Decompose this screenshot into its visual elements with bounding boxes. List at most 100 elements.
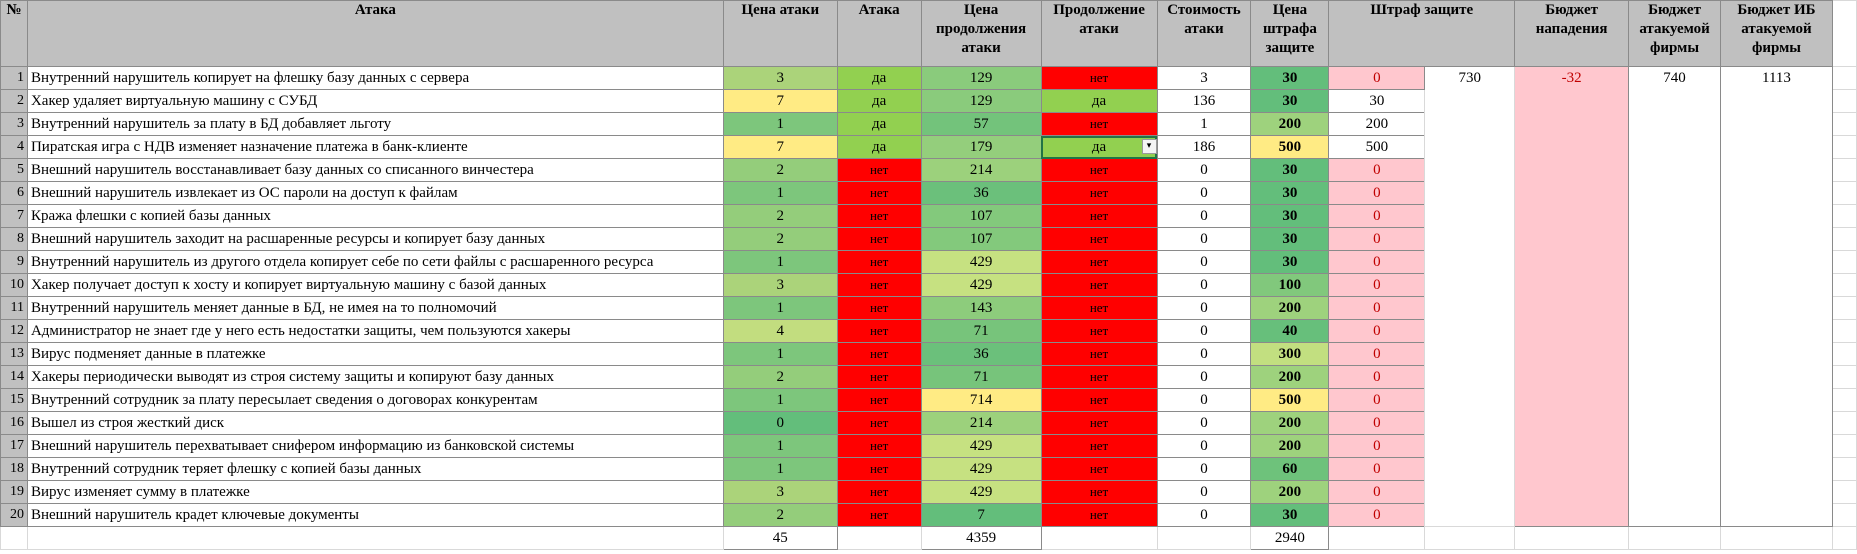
penalty-cell[interactable]: 0	[1328, 411, 1426, 435]
attack-cost-cell[interactable]: 0	[1156, 181, 1252, 205]
attack-name-cell[interactable]: Хакер получает доступ к хосту и копирует…	[26, 273, 724, 297]
continue-flag-cell[interactable]: нет	[1040, 112, 1158, 136]
penalty-cell[interactable]: 0	[1328, 457, 1426, 481]
row-number[interactable]: 12	[0, 319, 28, 343]
penalty-cell[interactable]: 0	[1328, 480, 1426, 504]
penalty-price-cell[interactable]: 60	[1250, 457, 1330, 481]
row-number[interactable]: 7	[0, 204, 28, 228]
attack-flag-cell[interactable]: нет	[836, 204, 922, 228]
continue-price-cell[interactable]: 36	[920, 342, 1042, 366]
header-attack-cost[interactable]: Стоимость атаки	[1156, 0, 1252, 67]
attack-cost-cell[interactable]: 0	[1156, 503, 1252, 527]
row-number[interactable]: 13	[0, 342, 28, 366]
attack-flag-cell[interactable]: нет	[836, 158, 922, 182]
attack-flag-cell[interactable]: да	[836, 112, 922, 136]
attack-name-cell[interactable]: Хакер удаляет виртуальную машину с СУБД	[26, 89, 724, 113]
penalty-price-cell[interactable]: 30	[1250, 158, 1330, 182]
header-budget-attacked[interactable]: Бюджет атакуемой фирмы	[1628, 0, 1722, 67]
continue-flag-cell[interactable]: нет	[1040, 66, 1158, 90]
totals-num-cell[interactable]	[0, 526, 28, 550]
row-number[interactable]: 9	[0, 250, 28, 274]
attack-cost-cell[interactable]: 0	[1156, 342, 1252, 366]
continue-flag-cell-selected[interactable]: да ▾	[1040, 135, 1158, 159]
row-number[interactable]: 19	[0, 480, 28, 504]
header-attack[interactable]: Атака	[26, 0, 724, 67]
empty-cell[interactable]	[1831, 204, 1857, 228]
continue-flag-cell[interactable]: нет	[1040, 480, 1158, 504]
attack-price-cell[interactable]: 1	[722, 342, 838, 366]
totals-empty-cell[interactable]	[1720, 526, 1833, 550]
attack-name-cell[interactable]: Внешний нарушитель извлекает из ОС парол…	[26, 181, 724, 205]
totals-empty-cell[interactable]	[1514, 526, 1630, 550]
penalty-cell[interactable]: 0	[1328, 388, 1426, 412]
attack-flag-cell[interactable]: да	[836, 89, 922, 113]
empty-cell[interactable]	[1831, 158, 1857, 182]
continue-flag-cell[interactable]: нет	[1040, 457, 1158, 481]
continue-flag-cell[interactable]: нет	[1040, 158, 1158, 182]
empty-header-cell[interactable]	[1831, 0, 1857, 67]
attack-cost-cell[interactable]: 0	[1156, 158, 1252, 182]
attack-price-cell[interactable]: 4	[722, 319, 838, 343]
penalty-cell[interactable]: 500	[1328, 135, 1426, 159]
empty-cell[interactable]	[1831, 319, 1857, 343]
attack-cost-cell[interactable]: 0	[1156, 434, 1252, 458]
empty-cell[interactable]	[1831, 112, 1857, 136]
header-attack-price[interactable]: Цена атаки	[722, 0, 838, 67]
empty-cell[interactable]	[1831, 457, 1857, 481]
attack-flag-cell[interactable]: нет	[836, 503, 922, 527]
continue-flag-cell[interactable]: да	[1040, 89, 1158, 113]
empty-cell[interactable]	[1831, 411, 1857, 435]
totals-name-cell[interactable]	[26, 526, 724, 550]
penalty-cell[interactable]: 30	[1328, 89, 1426, 113]
empty-cell[interactable]	[1831, 250, 1857, 274]
attack-name-cell[interactable]: Вирус подменяет данные в платежке	[26, 342, 724, 366]
attack-cost-cell[interactable]: 0	[1156, 250, 1252, 274]
continue-price-cell[interactable]: 71	[920, 319, 1042, 343]
continue-price-cell[interactable]: 129	[920, 66, 1042, 90]
empty-cell[interactable]	[1831, 434, 1857, 458]
attack-price-cell[interactable]: 0	[722, 411, 838, 435]
continue-flag-cell[interactable]: нет	[1040, 204, 1158, 228]
penalty-cell[interactable]: 0	[1328, 273, 1426, 297]
row-number[interactable]: 20	[0, 503, 28, 527]
row-number[interactable]: 17	[0, 434, 28, 458]
penalty-cell[interactable]: 0	[1328, 342, 1426, 366]
penalty-price-cell[interactable]: 30	[1250, 66, 1330, 90]
header-attack-yes[interactable]: Атака	[836, 0, 922, 67]
continue-flag-cell[interactable]: нет	[1040, 503, 1158, 527]
header-budget-is[interactable]: Бюджет ИБ атакуемой фирмы	[1720, 0, 1833, 67]
continue-price-cell[interactable]: 714	[920, 388, 1042, 412]
continue-price-cell[interactable]: 57	[920, 112, 1042, 136]
header-continue-price[interactable]: Цена продолжения атаки	[920, 0, 1042, 67]
totals-empty-cell[interactable]	[1424, 526, 1516, 550]
total-attack-price[interactable]: 45	[722, 526, 838, 550]
continue-price-cell[interactable]: 107	[920, 227, 1042, 251]
attack-price-cell[interactable]: 1	[722, 112, 838, 136]
attack-cost-cell[interactable]: 0	[1156, 273, 1252, 297]
header-num[interactable]: №	[0, 0, 28, 67]
attack-name-cell[interactable]: Вирус изменяет сумму в платежке	[26, 480, 724, 504]
attack-cost-cell[interactable]: 0	[1156, 457, 1252, 481]
attack-price-cell[interactable]: 2	[722, 158, 838, 182]
penalty-price-cell[interactable]: 500	[1250, 135, 1330, 159]
attack-price-cell[interactable]: 1	[722, 388, 838, 412]
attack-cost-cell[interactable]: 0	[1156, 319, 1252, 343]
continue-price-cell[interactable]: 129	[920, 89, 1042, 113]
attack-flag-cell[interactable]: да	[836, 135, 922, 159]
penalty-cell[interactable]: 0	[1328, 250, 1426, 274]
penalty-cell[interactable]: 200	[1328, 112, 1426, 136]
header-continue[interactable]: Продолжение атаки	[1040, 0, 1158, 67]
empty-cell[interactable]	[1831, 480, 1857, 504]
continue-flag-cell[interactable]: нет	[1040, 411, 1158, 435]
penalty-price-cell[interactable]: 40	[1250, 319, 1330, 343]
budget-attack-cell[interactable]: -32	[1514, 66, 1630, 527]
attack-flag-cell[interactable]: нет	[836, 365, 922, 389]
penalty-cell[interactable]: 0	[1328, 365, 1426, 389]
attack-flag-cell[interactable]: нет	[836, 434, 922, 458]
penalty-price-cell[interactable]: 300	[1250, 342, 1330, 366]
row-number[interactable]: 8	[0, 227, 28, 251]
penalty-cell[interactable]: 0	[1328, 503, 1426, 527]
attack-name-cell[interactable]: Внешний нарушитель перехватывает сниферо…	[26, 434, 724, 458]
penalty-price-cell[interactable]: 200	[1250, 411, 1330, 435]
continue-price-cell[interactable]: 214	[920, 411, 1042, 435]
